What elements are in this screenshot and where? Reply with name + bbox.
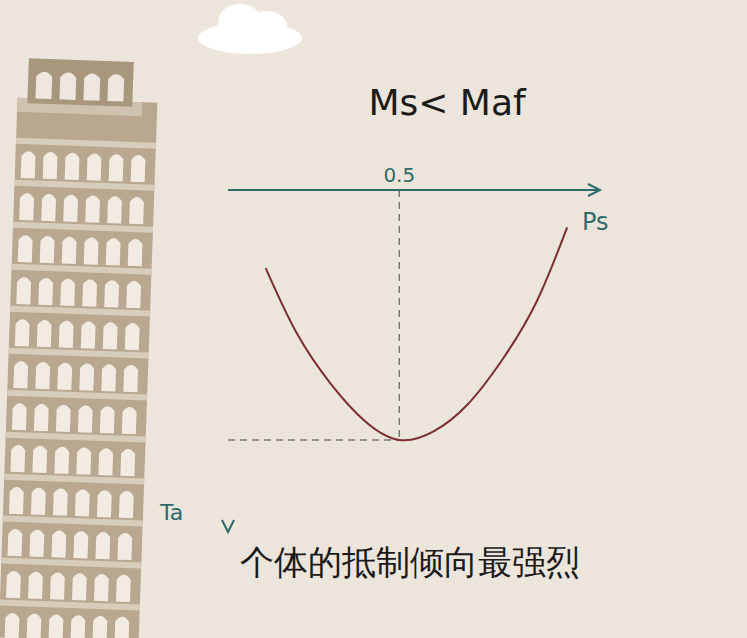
html-text:Ps: Ps	[582, 208, 609, 236]
html-text:个体的抵制倾向最强烈: 个体的抵制倾向最强烈	[240, 542, 580, 582]
html-text:Ms< Maf: Ms< Maf	[368, 82, 526, 123]
html-text:Ta: Ta	[160, 500, 184, 525]
svg-text:0.5: 0.5	[383, 163, 415, 187]
